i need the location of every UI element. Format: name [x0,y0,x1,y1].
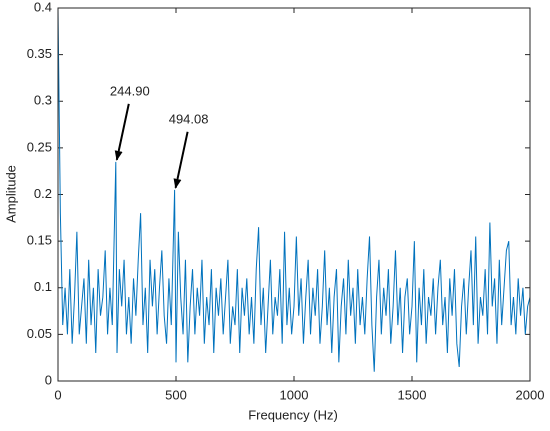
annotation-label: 244.90 [110,83,150,98]
annotation-arrow [173,131,189,189]
y-tick-label: 0.25 [27,139,52,154]
plot-frame [57,7,531,382]
annotation-arrow [114,103,130,161]
y-tick-label: 0 [45,372,52,387]
y-tick-label: 0.35 [27,46,52,61]
x-tick-label: 2000 [516,387,545,402]
y-axis-label: Amplitude [3,165,18,223]
y-tick-label: 0.05 [27,326,52,341]
y-tick-label: 0.15 [27,233,52,248]
spectrum-line [57,7,531,372]
x-tick-label: 1000 [280,387,309,402]
x-tick-label: 0 [54,387,61,402]
x-tick-label: 500 [165,387,187,402]
x-axis-label: Frequency (Hz) [248,407,338,422]
annotation-label: 494.08 [169,111,209,126]
y-tick-label: 0.3 [34,93,52,108]
y-tick-label: 0.2 [34,186,52,201]
y-tick-label: 0.4 [34,0,52,14]
y-tick-label: 0.1 [34,279,52,294]
x-tick-label: 1500 [398,387,427,402]
